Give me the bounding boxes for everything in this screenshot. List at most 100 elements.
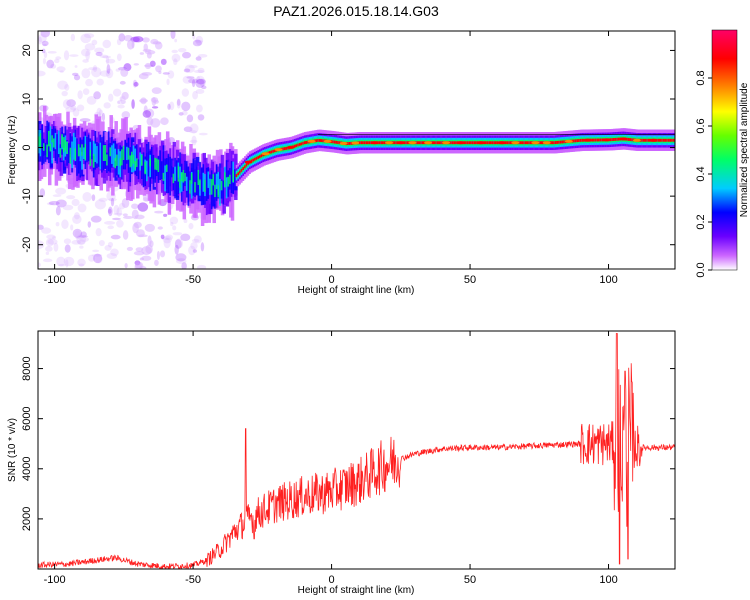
hot-spot [619,137,628,141]
noise-blob [64,83,70,91]
noise-blob [174,239,182,249]
noise-blob [192,91,199,100]
noise-blob [38,224,44,230]
noise-blob [172,232,183,236]
noise-blob [116,38,122,46]
noise-blob [41,227,52,234]
noise-blob [74,65,78,68]
noise-blob [73,74,81,81]
noise-blob [88,67,98,71]
hot-spot [274,148,283,152]
noise-blob [82,191,92,202]
noise-blob [47,238,58,245]
noise-blob [132,36,144,43]
x-tick-label: 0 [329,274,335,286]
noise-blob [103,102,111,109]
noise-blob [160,234,165,239]
noise-blob [117,100,121,105]
noise-blob [176,100,181,109]
hot-spot [370,141,379,145]
x-tick-label: -100 [44,574,66,586]
noise-blob [41,48,46,54]
noise-blob [87,254,96,262]
noise-blob [175,253,187,262]
noise-blob [166,78,170,86]
noise-blob [94,47,105,54]
noise-blob [199,78,207,87]
noise-blob [102,39,112,49]
noise-blob [156,250,160,260]
noise-blob [126,246,134,251]
noise-blob [195,88,205,95]
noise-blob [62,99,72,109]
noise-blob [160,58,167,65]
noise-blob [183,218,188,224]
noise-blob [66,99,76,107]
noise-blob [42,258,53,263]
noise-blob [86,96,97,105]
noise-blob [195,35,204,46]
noise-blob [98,197,108,202]
noise-blob [172,225,177,231]
spectrogram-y-axis-label: Frequency (Hz) [7,116,18,185]
noise-blob [46,234,56,240]
noise-blob [54,58,60,64]
hot-spot [286,145,295,149]
noise-blob [146,51,152,59]
hot-spot [583,138,592,142]
hot-spot [632,138,641,142]
noise-blob [84,33,95,39]
hot-spot [307,139,316,143]
noise-blob [139,52,145,55]
noise-blob [195,78,205,88]
noise-blob [61,90,68,97]
noise-blob [119,202,126,210]
noise-blob [105,58,116,64]
hot-spot [339,141,348,145]
noise-blob [154,259,159,266]
noise-blob [77,239,86,245]
noise-blob [188,65,198,69]
noise-blob [58,263,67,267]
noise-blob [121,91,129,100]
hot-spot [511,141,520,145]
noise-blob [106,64,111,74]
hot-spot [261,152,270,156]
noise-blob [55,56,62,60]
hot-spot [497,141,506,145]
noise-blob [157,226,163,230]
noise-blob [150,118,161,128]
y-tick-label: 20 [21,44,33,56]
noise-blob [107,208,112,214]
noise-blob [191,79,196,88]
noise-blob [112,88,122,97]
noise-blob [65,259,69,268]
noise-blob [87,221,92,228]
noise-blob [82,88,90,95]
noise-blob [183,126,193,133]
noise-blob [122,230,129,240]
noise-blob [167,103,171,110]
noise-blob [149,240,154,248]
y-tick-label: 6000 [21,406,33,430]
noise-blob [188,245,196,256]
noise-blob [155,65,162,73]
noise-blob [175,258,187,265]
noise-blob [115,68,121,72]
hot-spot [456,141,465,145]
noise-blob [162,235,172,244]
noise-blob [66,195,76,200]
y-tick-label: -20 [21,237,33,253]
noise-blob [39,188,46,198]
noise-blob [90,215,102,223]
noise-blob [139,265,147,269]
noise-blob [183,68,191,73]
noise-blob [78,235,88,238]
noise-blob [48,200,60,206]
noise-blob [131,99,135,109]
noise-blob [106,253,118,259]
noise-blob [170,31,176,40]
noise-blob [120,95,126,105]
noise-blob [101,112,106,122]
